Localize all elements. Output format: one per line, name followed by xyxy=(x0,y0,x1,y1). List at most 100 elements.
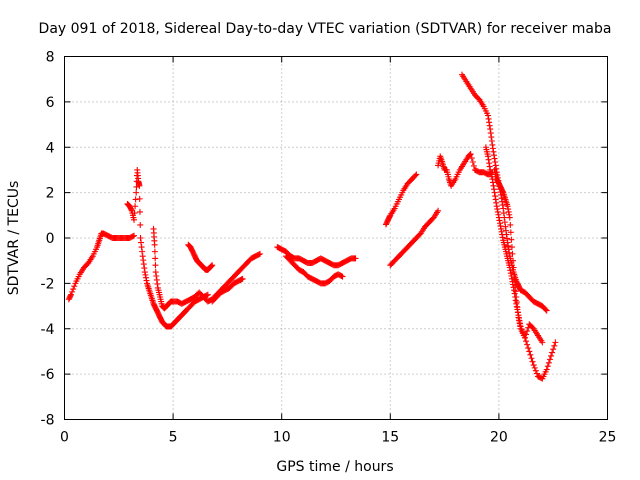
data-point xyxy=(339,273,346,280)
data-point xyxy=(529,358,536,365)
x-tick-label: 25 xyxy=(599,430,617,446)
data-point xyxy=(136,195,143,202)
data-point xyxy=(137,221,144,228)
data-point xyxy=(131,216,138,223)
data-point xyxy=(542,306,549,313)
chart-title: Day 091 of 2018, Sidereal Day-to-day VTE… xyxy=(39,21,612,37)
data-point xyxy=(435,207,442,214)
data-point xyxy=(131,232,138,239)
data-point xyxy=(129,233,136,240)
x-axis-label: GPS time / hours xyxy=(276,459,393,475)
data-point xyxy=(548,352,555,359)
data-point xyxy=(508,236,515,243)
data-point xyxy=(510,257,517,264)
data-point xyxy=(549,349,556,356)
data-point xyxy=(513,299,520,306)
data-point xyxy=(467,151,474,158)
y-tick-label: 2 xyxy=(46,186,55,202)
data-point xyxy=(470,162,477,169)
x-tick-label: 5 xyxy=(169,430,178,446)
series-arc11 xyxy=(458,71,550,314)
data-point xyxy=(543,307,550,314)
series-arc5 xyxy=(209,275,246,305)
data-point xyxy=(510,264,517,271)
data-point xyxy=(514,304,521,311)
series-arc13 xyxy=(491,166,546,346)
data-point xyxy=(204,291,211,298)
x-tick-label: 0 xyxy=(60,430,69,446)
y-tick-label: -8 xyxy=(41,413,55,429)
data-point xyxy=(539,339,546,346)
data-point xyxy=(524,328,531,335)
data-point xyxy=(239,275,246,282)
data-point xyxy=(69,288,76,295)
data-point xyxy=(527,351,534,358)
data-point xyxy=(132,203,139,210)
data-point xyxy=(70,286,77,293)
data-point xyxy=(238,276,245,283)
x-tick-label: 10 xyxy=(273,430,291,446)
data-point xyxy=(136,182,143,189)
data-point xyxy=(352,255,359,262)
data-point xyxy=(552,339,559,346)
data-point xyxy=(521,334,528,341)
data-point xyxy=(512,282,519,289)
data-point xyxy=(256,250,263,257)
data-point xyxy=(544,363,551,370)
series-arc3 xyxy=(150,225,263,312)
data-point xyxy=(469,158,476,165)
data-point xyxy=(151,241,158,248)
data-point xyxy=(528,355,535,362)
data-point xyxy=(136,208,143,215)
data-point xyxy=(530,362,537,369)
data-point xyxy=(514,309,521,316)
data-point xyxy=(513,293,520,300)
data-point xyxy=(512,288,519,295)
x-tick-label: 20 xyxy=(490,430,508,446)
data-point xyxy=(543,366,550,373)
data-point xyxy=(68,291,75,298)
data-point xyxy=(507,221,514,228)
series-arc9 xyxy=(387,207,442,269)
series-arc6 xyxy=(274,244,359,269)
data-point xyxy=(255,251,262,258)
data-point xyxy=(71,283,78,290)
data-point xyxy=(338,273,345,280)
data-point xyxy=(412,172,419,179)
series-arc4 xyxy=(185,241,216,273)
data-point xyxy=(546,356,553,363)
series-arc12 xyxy=(482,144,559,382)
data-point xyxy=(507,229,514,236)
data-point xyxy=(152,255,159,262)
data-point xyxy=(523,331,530,338)
data-point xyxy=(506,214,513,221)
x-tick-label: 15 xyxy=(381,430,399,446)
y-tick-label: -2 xyxy=(41,276,55,292)
data-point xyxy=(523,338,530,345)
series-arc1 xyxy=(65,230,138,303)
data-point xyxy=(550,346,557,353)
data-point xyxy=(151,248,158,255)
data-point xyxy=(526,348,533,355)
y-axis-label: SDTVAR / TECUs xyxy=(6,181,22,296)
data-point xyxy=(468,155,475,162)
y-tick-label: 4 xyxy=(46,140,55,156)
grid xyxy=(64,56,608,420)
data-point xyxy=(531,364,538,371)
data-point xyxy=(152,262,159,269)
data-point xyxy=(545,359,552,366)
data-point xyxy=(209,262,216,269)
y-tick-label: 8 xyxy=(46,50,55,66)
data-point xyxy=(511,271,518,278)
data-point xyxy=(132,196,139,203)
data-point xyxy=(508,244,515,251)
data-point xyxy=(413,171,420,178)
data-point xyxy=(131,210,138,217)
data-point xyxy=(509,250,516,257)
series-arc8 xyxy=(382,171,420,228)
data-point xyxy=(511,276,518,283)
series-arc7 xyxy=(283,253,346,287)
y-tick-label: -4 xyxy=(41,322,55,338)
y-tick-label: -6 xyxy=(41,367,55,383)
